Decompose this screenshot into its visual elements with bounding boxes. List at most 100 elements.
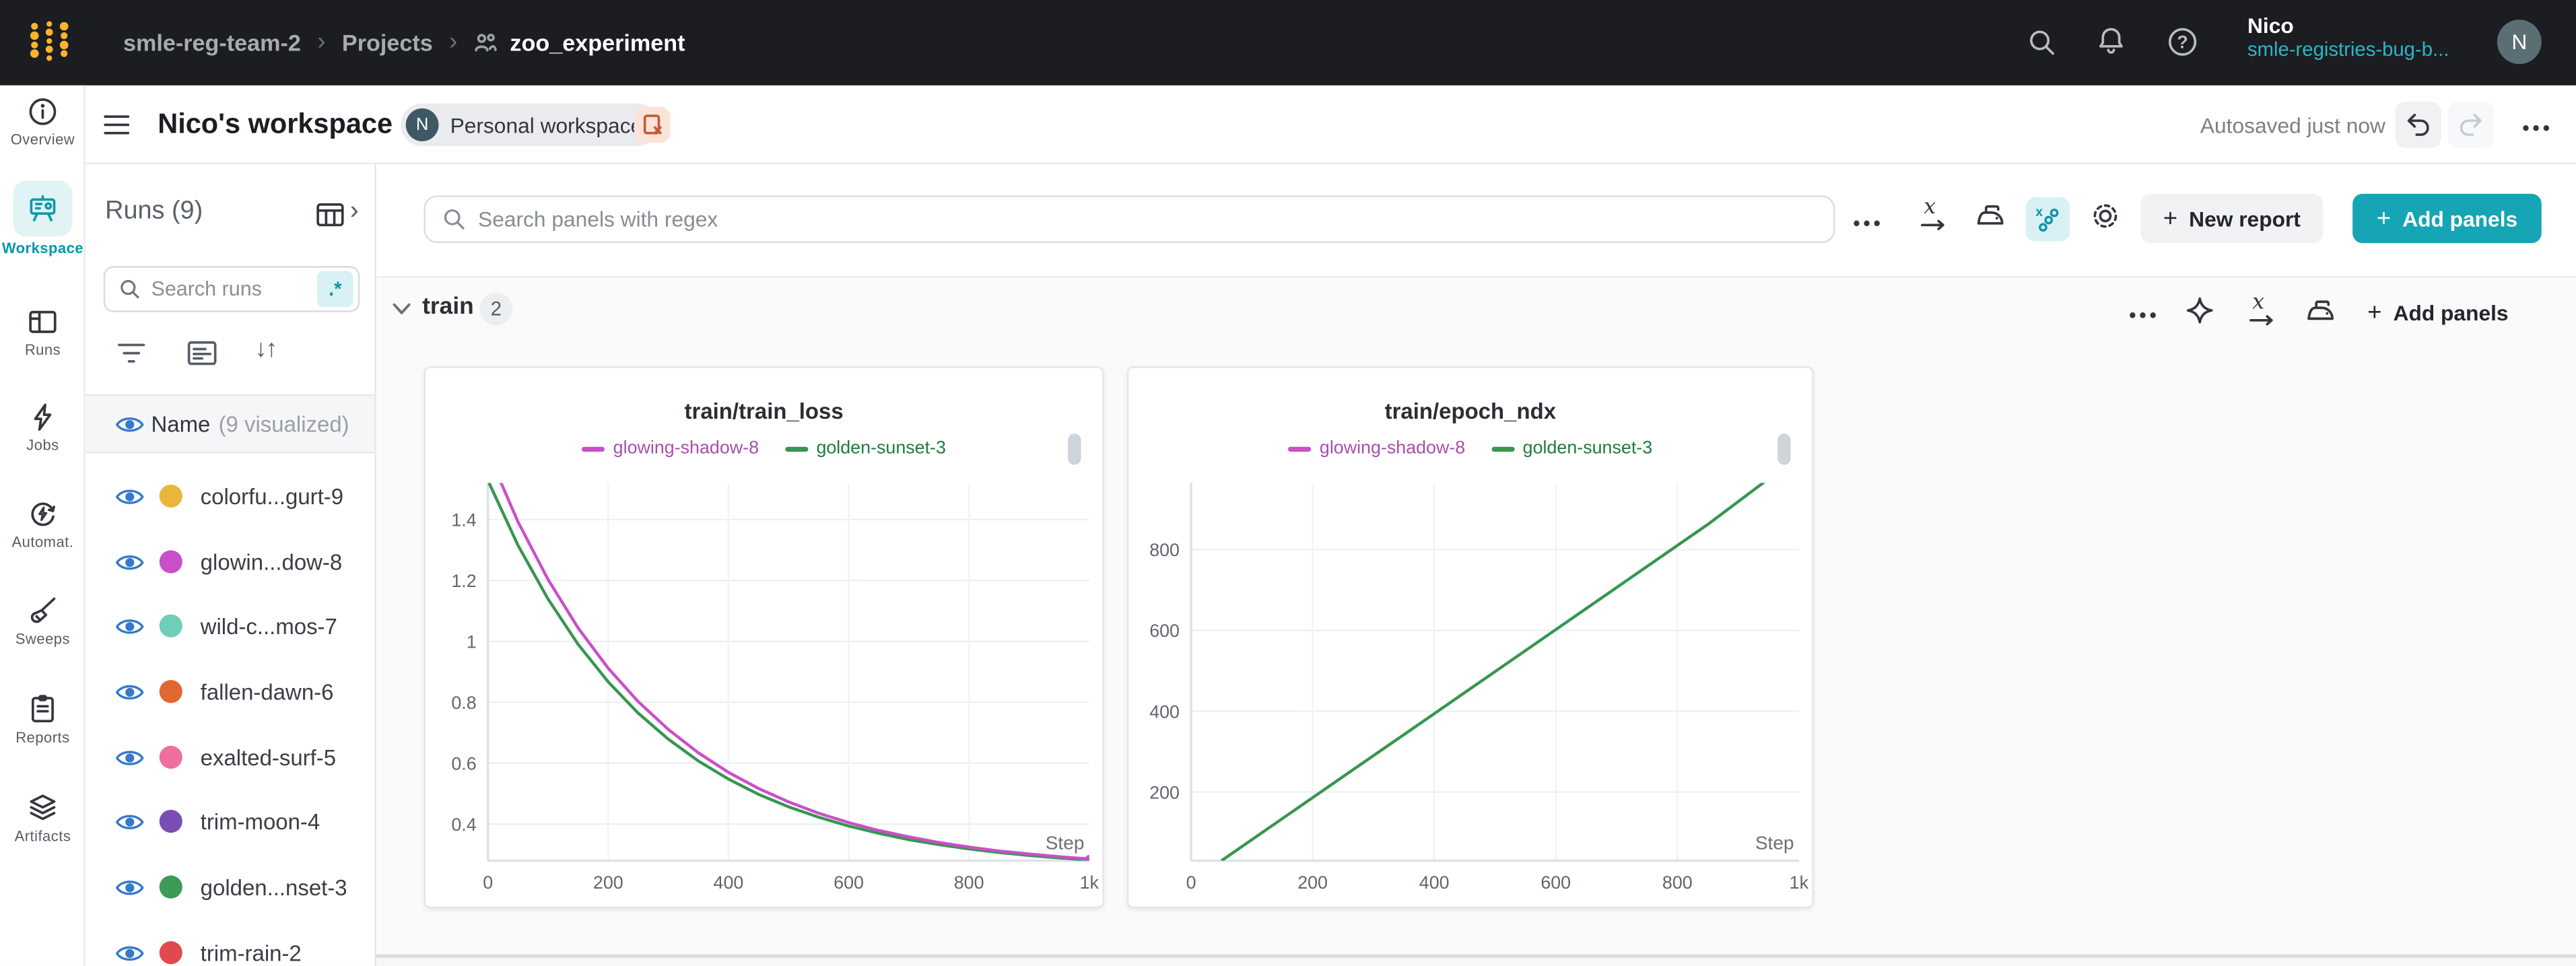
run-name: exalted-surf-5 (200, 745, 337, 770)
sidebar-item-runs[interactable]: Runs (0, 306, 86, 358)
runs-list-header[interactable]: Name (9 visualized) (85, 394, 375, 454)
sidebar-label: Jobs (26, 437, 59, 454)
outliers-scatter-toggle[interactable]: x (2025, 197, 2070, 242)
panel-train-epoch-ndx[interactable]: train/epoch_ndx glowing-shadow-8 golden-… (1126, 366, 1814, 909)
filter-icon[interactable] (115, 337, 148, 370)
legend-label: golden-sunset-3 (1522, 438, 1653, 458)
sidebar-item-workspace[interactable]: Workspace (0, 180, 86, 256)
nav-user-block[interactable]: Nico smle-registries-bug-b... (2247, 13, 2449, 61)
legend-entry[interactable]: golden-sunset-3 (1491, 438, 1652, 458)
visualized-count: (9 visualized) (218, 411, 349, 436)
line-chart-epoch-ndx[interactable]: 200 400 600 800 0 200 400 600 800 1k Step (1128, 470, 1812, 903)
panel-train-train-loss[interactable]: train/train_loss glowing-shadow-8 golden… (423, 366, 1104, 909)
breadcrumb-separator: › (449, 28, 458, 56)
svg-text:800: 800 (1662, 872, 1693, 893)
visibility-eye-icon[interactable] (115, 747, 145, 768)
legend-entry[interactable]: glowing-shadow-8 (1288, 438, 1466, 458)
sidebar-item-reports[interactable]: Reports (0, 693, 86, 746)
expand-table-icon[interactable] (315, 201, 345, 230)
panel-drag-handle[interactable] (1068, 434, 1081, 465)
user-org-link[interactable]: smle-registries-bug-b... (2247, 38, 2449, 61)
run-row[interactable]: trim-rain-2 (86, 920, 374, 965)
svg-text:0: 0 (1186, 872, 1196, 893)
run-row[interactable]: colorfu...gurt-9 (86, 463, 374, 529)
visibility-eye-icon[interactable] (115, 810, 145, 832)
regex-toggle[interactable]: .* (316, 271, 353, 308)
redo-button[interactable] (2447, 102, 2494, 148)
breadcrumb-project[interactable]: zoo_experiment (510, 28, 685, 55)
run-row[interactable]: exalted-surf-5 (86, 724, 374, 790)
panel-search-box[interactable] (423, 195, 1835, 244)
run-row[interactable]: wild-c...mos-7 (86, 593, 374, 659)
run-row[interactable]: golden...nset-3 (86, 854, 374, 920)
new-report-button[interactable]: + New report (2140, 193, 2324, 244)
visibility-eye-icon[interactable] (115, 485, 145, 507)
legend-dash (582, 446, 605, 451)
sidebar-label: Artifacts (14, 827, 71, 845)
run-row[interactable]: trim-moon-4 (86, 788, 374, 854)
notifications-bell-icon[interactable] (2095, 25, 2128, 58)
svg-text:1k: 1k (1080, 872, 1099, 893)
add-panels-label: Add panels (2402, 206, 2518, 231)
runs-search-input[interactable] (151, 277, 317, 301)
search-icon[interactable] (2026, 26, 2059, 59)
x-axis-settings-icon[interactable]: x (2246, 291, 2279, 326)
train-section: train 2 ••• x + Add panels (376, 275, 2576, 955)
autosave-status: Autosaved just now (2200, 113, 2385, 138)
automations-icon (31, 502, 55, 526)
personal-workspace-badge[interactable]: N Personal workspace (401, 103, 659, 147)
section-add-panels-button[interactable]: + Add panels (2367, 291, 2508, 333)
legend-label: glowing-shadow-8 (613, 438, 759, 458)
sparkle-icon[interactable] (2185, 296, 2214, 325)
section-overflow-menu[interactable]: ••• (2129, 304, 2160, 327)
visibility-eye-icon[interactable] (115, 551, 145, 573)
chart-title: train/train_loss (684, 399, 844, 424)
undo-button[interactable] (2395, 102, 2441, 148)
help-icon[interactable]: ? (2165, 25, 2200, 59)
legend-label: glowing-shadow-8 (1319, 438, 1466, 458)
panel-drag-handle[interactable] (1777, 434, 1791, 465)
menu-hamburger-icon[interactable] (102, 112, 131, 138)
sidebar-item-automations[interactable]: Automat. (0, 497, 86, 550)
workspace-overflow-menu[interactable]: ••• (2522, 116, 2553, 140)
svg-text:400: 400 (714, 872, 744, 893)
sidebar-item-sweeps[interactable]: Sweeps (0, 594, 86, 647)
smoothing-iron-icon[interactable] (2305, 296, 2336, 326)
legend-entry[interactable]: glowing-shadow-8 (582, 438, 759, 458)
sidebar-item-artifacts[interactable]: Artifacts (0, 792, 86, 844)
svg-text:1: 1 (467, 632, 477, 652)
expand-chevron[interactable]: › (349, 197, 359, 226)
workspace-settings-gear-icon[interactable] (2090, 201, 2121, 232)
group-list-icon[interactable] (186, 337, 219, 370)
breadcrumb-projects[interactable]: Projects (341, 28, 433, 55)
x-axis-settings-icon[interactable]: x (1918, 195, 1951, 232)
wandb-logo-icon[interactable] (26, 20, 75, 65)
redo-icon (2460, 113, 2482, 136)
chevron-down-icon[interactable] (391, 301, 413, 317)
run-row[interactable]: glowin...dow-8 (86, 529, 374, 595)
svg-text:0.8: 0.8 (451, 693, 476, 713)
breadcrumb-team[interactable]: smle-reg-team-2 (123, 28, 301, 55)
clear-workspace-button[interactable] (634, 106, 671, 143)
sidebar-item-jobs[interactable]: Jobs (0, 401, 86, 453)
panels-overflow-menu[interactable]: ••• (1853, 211, 1884, 235)
sidebar-item-overview[interactable]: Overview (0, 96, 86, 148)
runs-search-box[interactable]: .* (103, 266, 360, 312)
help-question-glyph: ? (2177, 32, 2188, 53)
visibility-eye-icon[interactable] (115, 615, 145, 637)
avatar[interactable]: N (2497, 20, 2542, 65)
visibility-eye-icon[interactable] (115, 876, 145, 898)
run-row[interactable]: fallen-dawn-6 (86, 658, 374, 724)
smoothing-iron-icon[interactable] (1975, 201, 2006, 232)
workspace-title[interactable]: Nico's workspace (158, 108, 393, 140)
panel-search-input[interactable] (478, 207, 1817, 232)
visibility-all-eye-icon[interactable] (115, 413, 145, 435)
visibility-eye-icon[interactable] (115, 681, 145, 702)
legend-entry[interactable]: golden-sunset-3 (785, 438, 946, 458)
visibility-eye-icon[interactable] (115, 942, 145, 963)
section-name[interactable]: train (422, 294, 474, 320)
sort-icon[interactable]: ↓↑ (255, 335, 277, 364)
workspace-owner-avatar: N (405, 108, 439, 141)
add-panels-button[interactable]: + Add panels (2352, 193, 2542, 244)
line-chart-train-loss[interactable]: 0.4 0.6 0.8 1 1.2 1.4 0 200 400 600 800 1k Step (426, 470, 1102, 903)
